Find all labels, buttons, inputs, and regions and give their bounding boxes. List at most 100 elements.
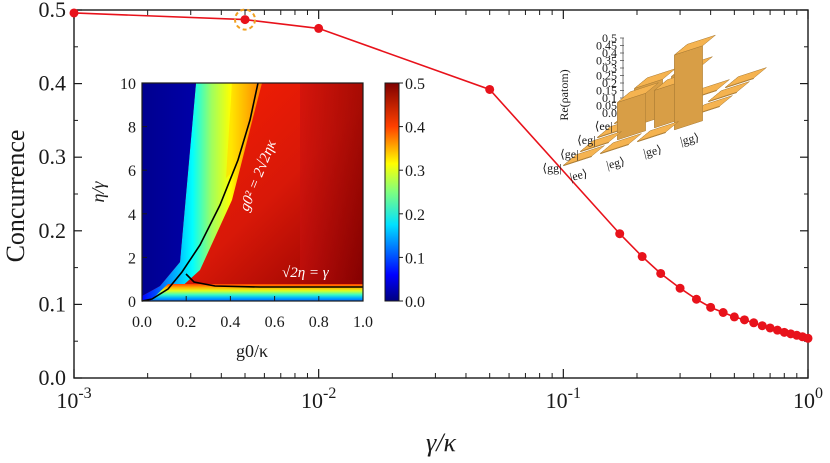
x-tick-label: 10-3 xyxy=(56,385,91,413)
matrix-bar xyxy=(600,133,642,155)
inset-x-tick-label: 0.2 xyxy=(176,314,196,331)
z-tick-label: 0.0 xyxy=(602,106,617,120)
colorbar-tick-label: 0.0 xyxy=(405,294,425,311)
data-point xyxy=(739,315,749,325)
inset-y-tick-label: 6 xyxy=(128,163,136,180)
colorbar-tick-label: 0.5 xyxy=(405,76,425,93)
inset-y-tick-label: 0 xyxy=(128,294,136,311)
main-xlabel: γ/κ xyxy=(426,428,456,457)
inset-axis-ticks: 0.0 0.2 0.4 0.6 0.8 1.0 0 2 4 6 8 10 xyxy=(120,76,373,331)
z-tick-label: 0.3 xyxy=(602,61,617,75)
contour-line-a xyxy=(141,82,259,302)
z-tick-label: 0.35 xyxy=(596,54,617,68)
contour-line-b xyxy=(185,273,363,288)
main-axis-ticks: 0.00.10.20.30.40.510-3 10-2 10-1 100 xyxy=(39,0,824,413)
inset-x-tick-label: 1.0 xyxy=(353,314,373,331)
data-point xyxy=(772,325,782,335)
data-point xyxy=(69,8,79,18)
inset-y-tick-label: 2 xyxy=(128,250,136,267)
bar-top-face xyxy=(617,82,659,103)
matrix-bar xyxy=(708,81,750,103)
matrix-bar xyxy=(617,82,659,141)
inset-ylabel: η/γ xyxy=(88,181,108,203)
x-tick-label: 100 xyxy=(793,385,823,413)
heatmap-inset: g0² = 2√2ηκ √2η = γ 0.0 0.2 0.4 0.6 0.8 1.002… xyxy=(88,76,425,361)
inset-y-tick-label: 4 xyxy=(128,207,136,224)
bar-top-face xyxy=(600,133,642,154)
inset-y-tick-label: 8 xyxy=(128,120,136,137)
data-point xyxy=(691,294,701,304)
bar-top-face xyxy=(674,34,716,56)
heatmap-frame xyxy=(141,82,364,302)
inset-x-tick-label: 0.8 xyxy=(309,314,329,331)
data-point xyxy=(485,84,495,94)
row-label: ⟨gg| xyxy=(542,161,561,175)
main-ylabel: Concurrence xyxy=(1,130,30,263)
y-tick-label: 0.1 xyxy=(39,291,67,316)
data-point xyxy=(637,252,647,262)
z-tick-label: 0.05 xyxy=(596,99,617,113)
x-tick-label: 10-1 xyxy=(546,385,581,413)
inset-xlabel: g0/κ xyxy=(236,341,268,361)
main-series xyxy=(69,8,813,343)
matrix-bar xyxy=(637,121,679,143)
colorbar xyxy=(384,82,400,302)
col-label: |gg⟩ xyxy=(679,130,701,148)
y-tick-label: 0.5 xyxy=(39,0,67,22)
row-label: ⟨ee| xyxy=(595,119,613,133)
matrix-bar xyxy=(725,67,767,89)
bar-top-face xyxy=(580,131,622,152)
data-point xyxy=(718,307,728,317)
z-tick-label: 0.1 xyxy=(602,91,617,105)
row-label: ⟨eg| xyxy=(577,133,595,147)
inset-x-tick-label: 0.0 xyxy=(132,314,152,331)
data-point xyxy=(749,318,759,328)
bar-front-face xyxy=(674,45,703,131)
matrix-bar xyxy=(674,34,716,131)
data-point xyxy=(615,229,625,239)
colorbar-ticks: 0.0 0.1 0.2 0.3 0.4 0.5 xyxy=(399,76,425,311)
z-tick-label: 0.2 xyxy=(602,76,617,90)
y-tick-label: 0.0 xyxy=(39,365,67,390)
inset-y-tick-label: 10 xyxy=(120,76,136,93)
data-point xyxy=(706,302,716,312)
bar-top-face xyxy=(725,67,767,88)
y-tick-label: 0.4 xyxy=(39,71,67,96)
z-tick-label: 0.4 xyxy=(602,46,617,60)
data-point xyxy=(757,321,767,331)
y-tick-label: 0.2 xyxy=(39,218,67,243)
colorbar-tick-label: 0.4 xyxy=(405,120,425,137)
z-tick-label: 0.45 xyxy=(596,39,617,53)
density-matrix-bars: 0.00.050.10.150.20.250.30.350.40.450.5 ⟨e… xyxy=(542,31,767,184)
inset-x-tick-label: 0.6 xyxy=(265,314,285,331)
matrix-bar xyxy=(580,131,622,153)
data-point xyxy=(656,268,666,278)
colorbar-tick-label: 0.2 xyxy=(405,207,425,224)
bar-top-face xyxy=(563,145,605,166)
colorbar-tick-label: 0.3 xyxy=(405,163,425,180)
bar3d-zlabel: Re(ρatom) xyxy=(557,69,571,120)
z-tick-label: 0.25 xyxy=(596,69,617,83)
col-label: |ge⟩ xyxy=(642,142,663,160)
data-point xyxy=(675,283,685,293)
z-tick-label: 0.5 xyxy=(602,31,617,45)
data-point xyxy=(240,15,250,25)
col-label: |ee⟩ xyxy=(568,166,589,184)
z-tick-label: 0.15 xyxy=(596,84,617,98)
data-point xyxy=(765,323,775,333)
x-tick-label: 10-2 xyxy=(301,385,336,413)
row-label: ⟨ge| xyxy=(560,147,578,161)
inset-x-tick-label: 0.4 xyxy=(220,314,240,331)
col-label: |eg⟩ xyxy=(605,154,626,172)
data-point xyxy=(729,312,739,322)
matrix-bar xyxy=(563,145,605,167)
bar-top-face xyxy=(637,121,679,142)
bar-top-face xyxy=(708,81,750,102)
data-point xyxy=(803,333,813,343)
data-point xyxy=(314,23,324,33)
curve-label-b: √2η = γ xyxy=(282,265,330,281)
bar-top-face xyxy=(634,68,676,89)
highlight-ring xyxy=(234,8,257,31)
y-tick-label: 0.3 xyxy=(39,144,67,169)
